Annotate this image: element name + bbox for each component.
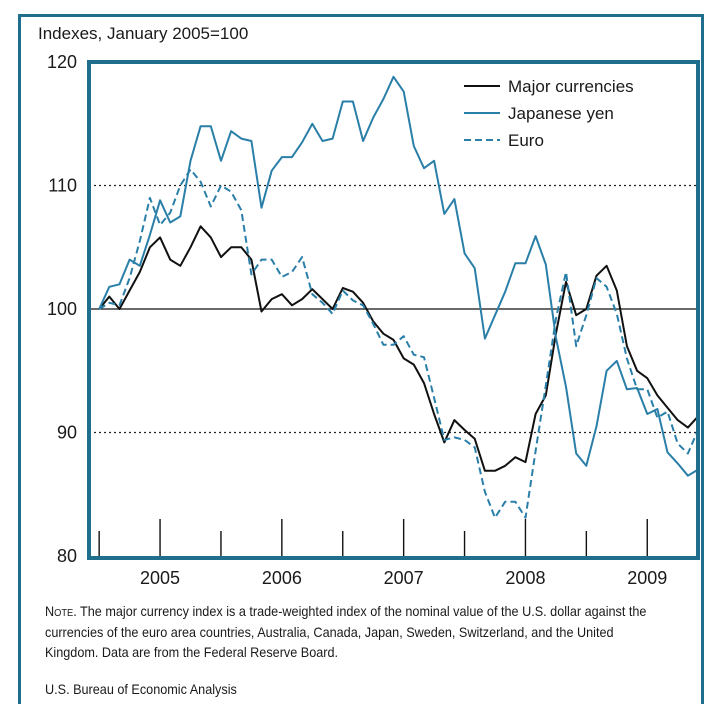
y-tick-label: 80 [57,546,77,566]
plot-area-border [87,60,700,560]
series-line-0 [98,225,699,472]
y-tick-label: 100 [47,299,77,319]
y-tick-label: 110 [48,176,77,196]
legend-label: Japanese yen [508,104,614,123]
chart-note: Note. The major currency index is a trad… [45,602,650,664]
note-text: The major currency index is a trade-weig… [45,604,647,660]
x-tick-label: 2006 [262,568,302,588]
chart-subtitle: Indexes, January 2005=100 [38,24,249,43]
x-tick-label: 2009 [627,568,667,588]
x-tick-label: 2008 [505,568,545,588]
x-tick-label: 2007 [384,568,424,588]
y-tick-label: 90 [57,423,77,443]
chart-source: U.S. Bureau of Economic Analysis [45,682,237,697]
legend-label: Major currencies [508,77,634,96]
y-tick-label: 120 [47,52,77,72]
x-tick-label: 2005 [140,568,180,588]
line-chart: 80 90 100 110 120 2005 2006 2007 2008 2009 Major c… [47,52,699,588]
legend-label: Euro [508,131,544,150]
series-line-2 [98,168,699,519]
figure-frame [18,14,704,704]
note-lead: Note. [45,604,77,619]
series-line-1 [98,75,699,477]
